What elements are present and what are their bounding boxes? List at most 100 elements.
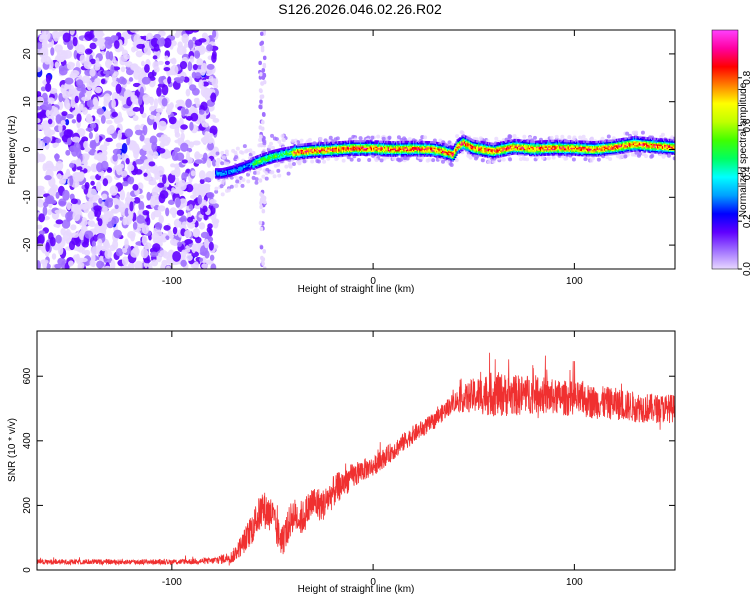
spectrogram-cell — [262, 249, 267, 254]
spectrogram-cell — [391, 156, 396, 161]
spectrogram-cell — [177, 241, 182, 247]
spectrogram-cell — [110, 64, 115, 75]
spectrogram-cell — [231, 172, 235, 175]
spectrogram-cell — [326, 156, 331, 161]
spectrogram-cell — [69, 30, 75, 36]
spectrogram-cell — [152, 243, 161, 252]
spectrogram-cell — [43, 201, 49, 208]
spectrogram-cell — [262, 266, 267, 269]
spectrogram-cell — [37, 42, 43, 50]
spectrogram-cell — [258, 138, 263, 143]
spectrogram-cell — [103, 256, 113, 264]
spectrogram-cell — [250, 161, 253, 165]
spectrogram-cell — [522, 134, 527, 139]
spectrogram-cell — [230, 173, 233, 177]
spectrogram-cell — [71, 236, 80, 246]
spectrogram-cell — [125, 90, 133, 97]
spectrogram-cell — [229, 171, 232, 174]
spectrogram-cell — [128, 77, 134, 82]
spectrogram-cell — [184, 239, 193, 245]
spectrogram-cell — [240, 168, 243, 171]
spectrogram-cell — [87, 210, 95, 221]
spectrogram-cell — [184, 248, 191, 253]
spectrogram-cell — [215, 176, 218, 179]
spectrogram-cell — [215, 151, 220, 156]
spectrogram-cell — [137, 95, 143, 106]
spectrogram-cell — [194, 153, 204, 159]
spectrogram-cell — [107, 197, 113, 203]
spectrogram-cell — [194, 72, 202, 79]
spectrogram-cell — [141, 112, 147, 119]
spectrogram-cell — [193, 261, 200, 269]
spectrogram-cell — [134, 260, 143, 269]
spectrogram-cell — [206, 44, 213, 52]
spectrogram-cell — [227, 173, 230, 176]
spectrogram-cell — [246, 168, 249, 171]
spectrogram-cell — [180, 259, 187, 267]
spectrogram-cell — [236, 169, 239, 172]
spectrogram-cell — [40, 259, 49, 265]
spectrogram-cell — [525, 157, 530, 162]
spectrogram-cell — [89, 175, 97, 180]
spectrogram-cell — [213, 203, 219, 209]
spectrogram-cell — [261, 174, 266, 179]
spectrogram-cell — [248, 162, 252, 165]
spectrogram-cell — [70, 97, 76, 109]
spectrogram-cell — [246, 163, 249, 166]
spectrogram-cell — [237, 168, 241, 172]
spectrogram-cell — [153, 98, 158, 109]
spectrogram-cell — [233, 173, 236, 176]
spectrogram-cell — [88, 131, 93, 140]
spectrogram-cell — [111, 208, 118, 214]
spectrogram-cell — [221, 176, 224, 179]
spectrogram-cell — [194, 50, 201, 59]
spectrogram-cell — [246, 179, 251, 184]
spectrogram-cell — [226, 188, 231, 193]
spectrogram-cell — [242, 163, 245, 166]
spectrogram-cell — [94, 86, 102, 94]
spectrogram-cell — [223, 175, 226, 179]
spectrogram-cell — [253, 164, 256, 167]
spectrogram-cell — [253, 163, 256, 166]
spectrogram-cell — [250, 160, 253, 163]
spectrogram-cell — [234, 171, 237, 174]
spectrogram-cell — [99, 144, 108, 152]
spectrogram-cell — [244, 164, 247, 167]
spectrogram-cell — [234, 167, 237, 170]
spectrogram-cell — [76, 166, 83, 171]
spectrogram-cell — [206, 158, 212, 168]
spectrogram-cell — [221, 170, 224, 174]
spectrogram-cell — [220, 192, 225, 197]
spectrogram-cell — [163, 37, 172, 49]
spectrogram-cell — [246, 165, 249, 169]
spectrogram-cell — [100, 78, 106, 85]
spectrogram-cell — [259, 31, 264, 36]
spectrogram-cell — [152, 55, 158, 60]
spectrogram-cell — [251, 157, 254, 160]
spectrogram-cell — [222, 169, 225, 172]
spectrogram-cell — [55, 138, 62, 144]
spectrogram-cell — [149, 115, 155, 120]
spectrogram-cell — [80, 217, 88, 227]
spectrogram-cell — [358, 136, 363, 141]
spectrogram-cell — [37, 112, 46, 118]
spectrogram-cell — [179, 60, 188, 70]
spectrogram-cell — [251, 175, 256, 180]
spectrogram-cell — [66, 113, 74, 119]
spectrogram-cell — [240, 183, 245, 188]
spectrogram-cell — [240, 166, 243, 170]
spectrogram-cell — [261, 111, 266, 117]
spectrogram-cell — [185, 88, 191, 97]
spectrogram-cell — [180, 249, 187, 259]
spectrogram-cell — [236, 167, 239, 171]
spectrogram-cell — [247, 166, 250, 170]
spectrogram-cell — [494, 136, 499, 141]
spectrogram-cell — [222, 174, 225, 177]
spectrogram-cell — [216, 173, 219, 176]
spectrogram-cell — [229, 174, 232, 177]
spectrogram-cell — [608, 157, 613, 162]
spectrogram-cell — [138, 200, 145, 212]
spectrogram-cell — [262, 80, 267, 85]
spectrogram-cell — [157, 60, 164, 65]
spectrogram-cell — [253, 156, 256, 159]
